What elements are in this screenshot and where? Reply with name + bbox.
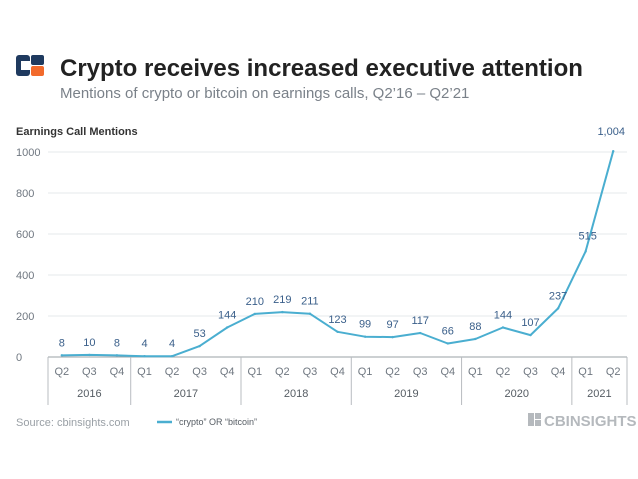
series-crypto-or-bitcoin	[60, 149, 615, 358]
data-point	[281, 310, 284, 314]
data-point	[501, 326, 505, 329]
x-tick-label: Q1	[137, 366, 152, 378]
data-label: 97	[387, 319, 399, 331]
page-title: Crypto receives increased executive atte…	[60, 55, 583, 82]
x-tick-label: Q3	[303, 366, 318, 378]
data-label: 210	[246, 296, 264, 308]
data-label: 237	[549, 290, 567, 302]
brand-wordmark: CBINSIGHTS	[544, 413, 637, 430]
x-tick-label: Q1	[468, 366, 483, 378]
x-tick-label: Q2	[385, 366, 400, 378]
data-point	[612, 149, 615, 153]
data-label: 219	[273, 294, 291, 306]
x-tick-label: Q4	[110, 366, 125, 378]
page-subtitle: Mentions of crypto or bitcoin on earning…	[60, 85, 469, 102]
data-label: 123	[328, 314, 346, 326]
data-label: 144	[494, 309, 512, 321]
y-axis-label: Earnings Call Mentions	[16, 126, 138, 138]
year-label: 2019	[394, 388, 418, 400]
data-point	[474, 337, 477, 341]
x-tick-label: Q2	[606, 366, 621, 378]
data-point	[556, 307, 560, 310]
data-point	[253, 312, 256, 316]
y-tick-label: 0	[16, 352, 22, 364]
x-tick-label: Q4	[551, 366, 566, 378]
x-tick-label: Q4	[440, 366, 455, 378]
data-label: 4	[141, 338, 147, 350]
data-labels: 8 10 8 4 4 53 144 210 219 211 123 99 97 117 66 88 144 107…	[59, 126, 625, 350]
data-point	[115, 354, 119, 357]
data-label: 88	[469, 321, 481, 333]
data-label: 10	[83, 337, 95, 349]
data-label: 66	[442, 325, 454, 337]
data-point	[60, 354, 63, 357]
cbinsights-brand-icon	[528, 413, 541, 426]
data-point	[391, 335, 394, 339]
year-label: 2020	[504, 388, 528, 400]
year-label: 2018	[284, 388, 308, 400]
x-tick-label: Q1	[578, 366, 593, 378]
y-tick-label: 1000	[16, 147, 40, 159]
cb-logo-icon	[16, 55, 44, 76]
data-label: 4	[169, 338, 175, 350]
data-point	[446, 342, 449, 345]
x-tick-label: Q2	[496, 366, 511, 378]
data-label: 211	[301, 296, 319, 308]
legend-label: “crypto” OR “bitcoin”	[176, 417, 257, 427]
source-note: Source: cbinsights.com	[16, 417, 130, 429]
y-tick-label: 400	[16, 270, 34, 282]
x-tick-label: Q2	[54, 366, 69, 378]
x-tick-label: Q4	[330, 366, 345, 378]
data-label: 8	[59, 337, 65, 349]
x-tick-label: Q3	[192, 366, 207, 378]
data-point	[363, 335, 367, 338]
x-tick-label: Q3	[82, 366, 97, 378]
x-tick-label: Q2	[275, 366, 290, 378]
y-tick-label: 800	[16, 188, 34, 200]
year-label: 2016	[77, 388, 101, 400]
x-tick-label: Q3	[523, 366, 538, 378]
data-point	[308, 312, 312, 315]
data-label: 1,004	[597, 126, 625, 138]
data-label: 515	[578, 230, 596, 242]
y-tick-label: 200	[16, 311, 34, 323]
gridlines	[48, 151, 627, 317]
data-label: 53	[194, 328, 206, 340]
data-label: 8	[114, 337, 120, 349]
data-point	[170, 354, 174, 358]
x-tick-label: Q3	[413, 366, 428, 378]
y-tick-label: 600	[16, 229, 34, 241]
x-axis: Q2 Q3 Q4 Q1 Q2 Q3 Q4 Q1 Q2 Q3 Q4 Q1 Q2 Q3 Q4 Q1 Q2 Q3 Q4 Q1…	[47, 356, 628, 405]
data-point	[529, 333, 532, 337]
data-point	[143, 354, 146, 358]
data-label: 99	[359, 319, 371, 331]
data-point	[198, 344, 201, 348]
data-point	[88, 353, 91, 357]
x-tick-label: Q4	[220, 366, 235, 378]
x-tick-label: Q2	[165, 366, 180, 378]
x-tick-label: Q1	[358, 366, 373, 378]
x-tick-label: Q1	[247, 366, 262, 378]
data-label: 107	[521, 317, 539, 329]
data-label: 144	[218, 309, 236, 321]
year-label: 2017	[174, 388, 198, 400]
data-point	[419, 331, 422, 335]
data-label: 117	[411, 315, 429, 327]
year-label: 2021	[587, 388, 611, 400]
data-point	[336, 330, 339, 333]
data-point	[584, 250, 587, 253]
data-point	[226, 326, 229, 329]
y-axis-ticks: 0 200 400 600 800 1000	[16, 147, 40, 364]
